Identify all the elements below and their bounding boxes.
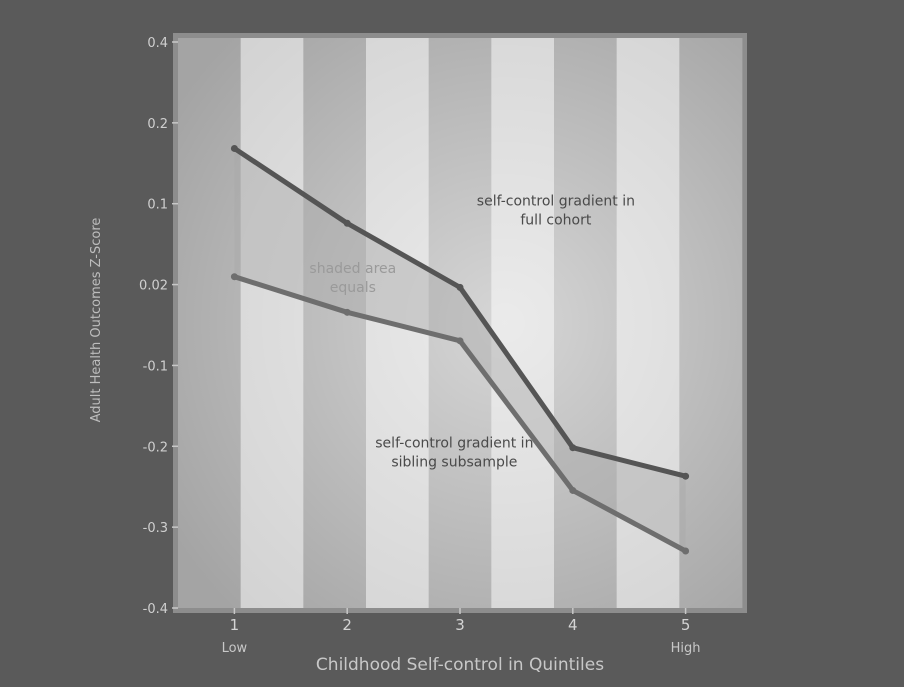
- y-axis-label: Adult Health Outcomes Z-Score: [89, 218, 104, 423]
- data-point: [569, 486, 577, 494]
- x-tick-label: 4: [568, 616, 578, 634]
- data-point: [569, 444, 577, 452]
- annotation-text: self-control gradient in: [375, 436, 533, 452]
- x-tick-sublabel: High: [671, 641, 701, 656]
- x-tick-label: 5: [681, 616, 691, 634]
- annotations: self-control gradient in full cohort self-…: [309, 193, 635, 470]
- data-point: [682, 547, 690, 555]
- data-point: [456, 337, 464, 345]
- data-point: [456, 283, 464, 291]
- x-tick-sublabel: Low: [222, 641, 248, 656]
- y-tick-label: -0.3: [143, 521, 168, 536]
- y-tick-label: 0.2: [147, 117, 168, 132]
- data-point: [682, 472, 690, 480]
- x-tick-label: 1: [230, 616, 240, 634]
- y-tick-label: -0.4: [143, 602, 168, 617]
- x-axis-label: Childhood Self-control in Quintiles: [316, 655, 604, 675]
- x-tick-label: 3: [455, 616, 465, 634]
- y-tick-label: -0.2: [143, 440, 168, 455]
- plot-glow: [178, 38, 742, 608]
- annotation-text: self-control gradient in: [477, 193, 635, 209]
- data-point: [230, 273, 238, 281]
- data-point: [343, 219, 351, 227]
- annotation-text: sibling subsample: [391, 455, 517, 471]
- annotation-text: full cohort: [520, 212, 591, 228]
- annotation-text: equals: [330, 280, 376, 296]
- annotation-text: shaded area: [309, 261, 396, 277]
- series-lines: [230, 144, 690, 555]
- x-tick-label: 2: [342, 616, 352, 634]
- y-tick-label: -0.1: [143, 359, 168, 374]
- y-tick-label: 0.1: [147, 198, 168, 213]
- data-point: [230, 144, 238, 152]
- y-tick-label: 0.4: [147, 36, 168, 51]
- data-point: [343, 308, 351, 316]
- y-axis: 0.4 0.2 0.1 0.02 -0.1 -0.2 -0.3 -0.4: [139, 36, 178, 617]
- y-tick-label: 0.02: [139, 279, 168, 294]
- x-axis: 1 Low 2 3 4 5 High: [222, 608, 701, 656]
